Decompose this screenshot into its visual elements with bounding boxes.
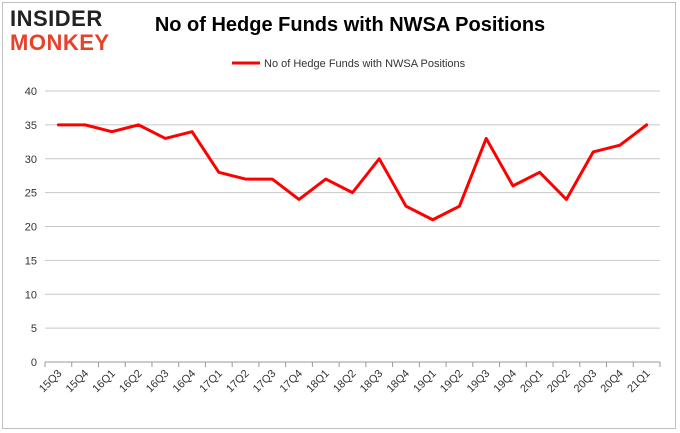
y-tick-label: 35 bbox=[25, 120, 37, 132]
x-tick-label: 17Q4 bbox=[278, 368, 306, 396]
legend-label: No of Hedge Funds with NWSA Positions bbox=[264, 58, 466, 70]
x-tick-label: 18Q2 bbox=[331, 368, 359, 396]
y-tick-label: 0 bbox=[31, 357, 37, 369]
x-tick-label: 17Q3 bbox=[251, 368, 279, 396]
x-tick-label: 20Q3 bbox=[572, 368, 600, 396]
y-tick-label: 10 bbox=[25, 289, 37, 301]
x-tick-label: 17Q1 bbox=[197, 368, 225, 396]
y-tick-label: 15 bbox=[25, 255, 37, 267]
x-tick-label: 16Q3 bbox=[144, 368, 172, 396]
y-tick-label: 5 bbox=[31, 323, 37, 335]
chart-title: No of Hedge Funds with NWSA Positions bbox=[154, 14, 546, 36]
x-tick-label: 18Q1 bbox=[304, 368, 332, 396]
x-tick-label: 20Q4 bbox=[598, 368, 626, 396]
x-tick-label: 19Q3 bbox=[465, 368, 493, 396]
x-tick-label: 15Q4 bbox=[64, 368, 92, 396]
x-tick-label: 19Q2 bbox=[438, 368, 466, 396]
x-tick-label: 20Q2 bbox=[545, 368, 573, 396]
x-tick-label: 18Q4 bbox=[385, 368, 413, 396]
y-tick-label: 25 bbox=[25, 188, 37, 200]
x-tick-label: 16Q1 bbox=[90, 368, 118, 396]
insider-monkey-logo: INSIDER MONKEY bbox=[10, 8, 130, 56]
x-tick-label: 17Q2 bbox=[224, 368, 252, 396]
x-tick-label: 21Q1 bbox=[625, 368, 653, 396]
logo-text-bottom: MONKEY bbox=[10, 30, 110, 55]
x-tick-label: 20Q1 bbox=[518, 368, 546, 396]
x-tick-label: 16Q2 bbox=[117, 368, 145, 396]
series-line-0 bbox=[56, 123, 649, 222]
x-tick-label: 16Q4 bbox=[171, 368, 199, 396]
x-tick-label: 19Q4 bbox=[492, 368, 520, 396]
y-tick-label: 30 bbox=[25, 154, 37, 166]
y-tick-label: 20 bbox=[25, 222, 37, 234]
x-tick-label: 19Q1 bbox=[411, 368, 439, 396]
logo-text-top: INSIDER bbox=[10, 6, 103, 31]
chart-frame bbox=[2, 2, 676, 429]
x-tick-label: 15Q3 bbox=[37, 368, 65, 396]
y-tick-label: 40 bbox=[25, 86, 37, 98]
x-tick-label: 18Q3 bbox=[358, 368, 386, 396]
